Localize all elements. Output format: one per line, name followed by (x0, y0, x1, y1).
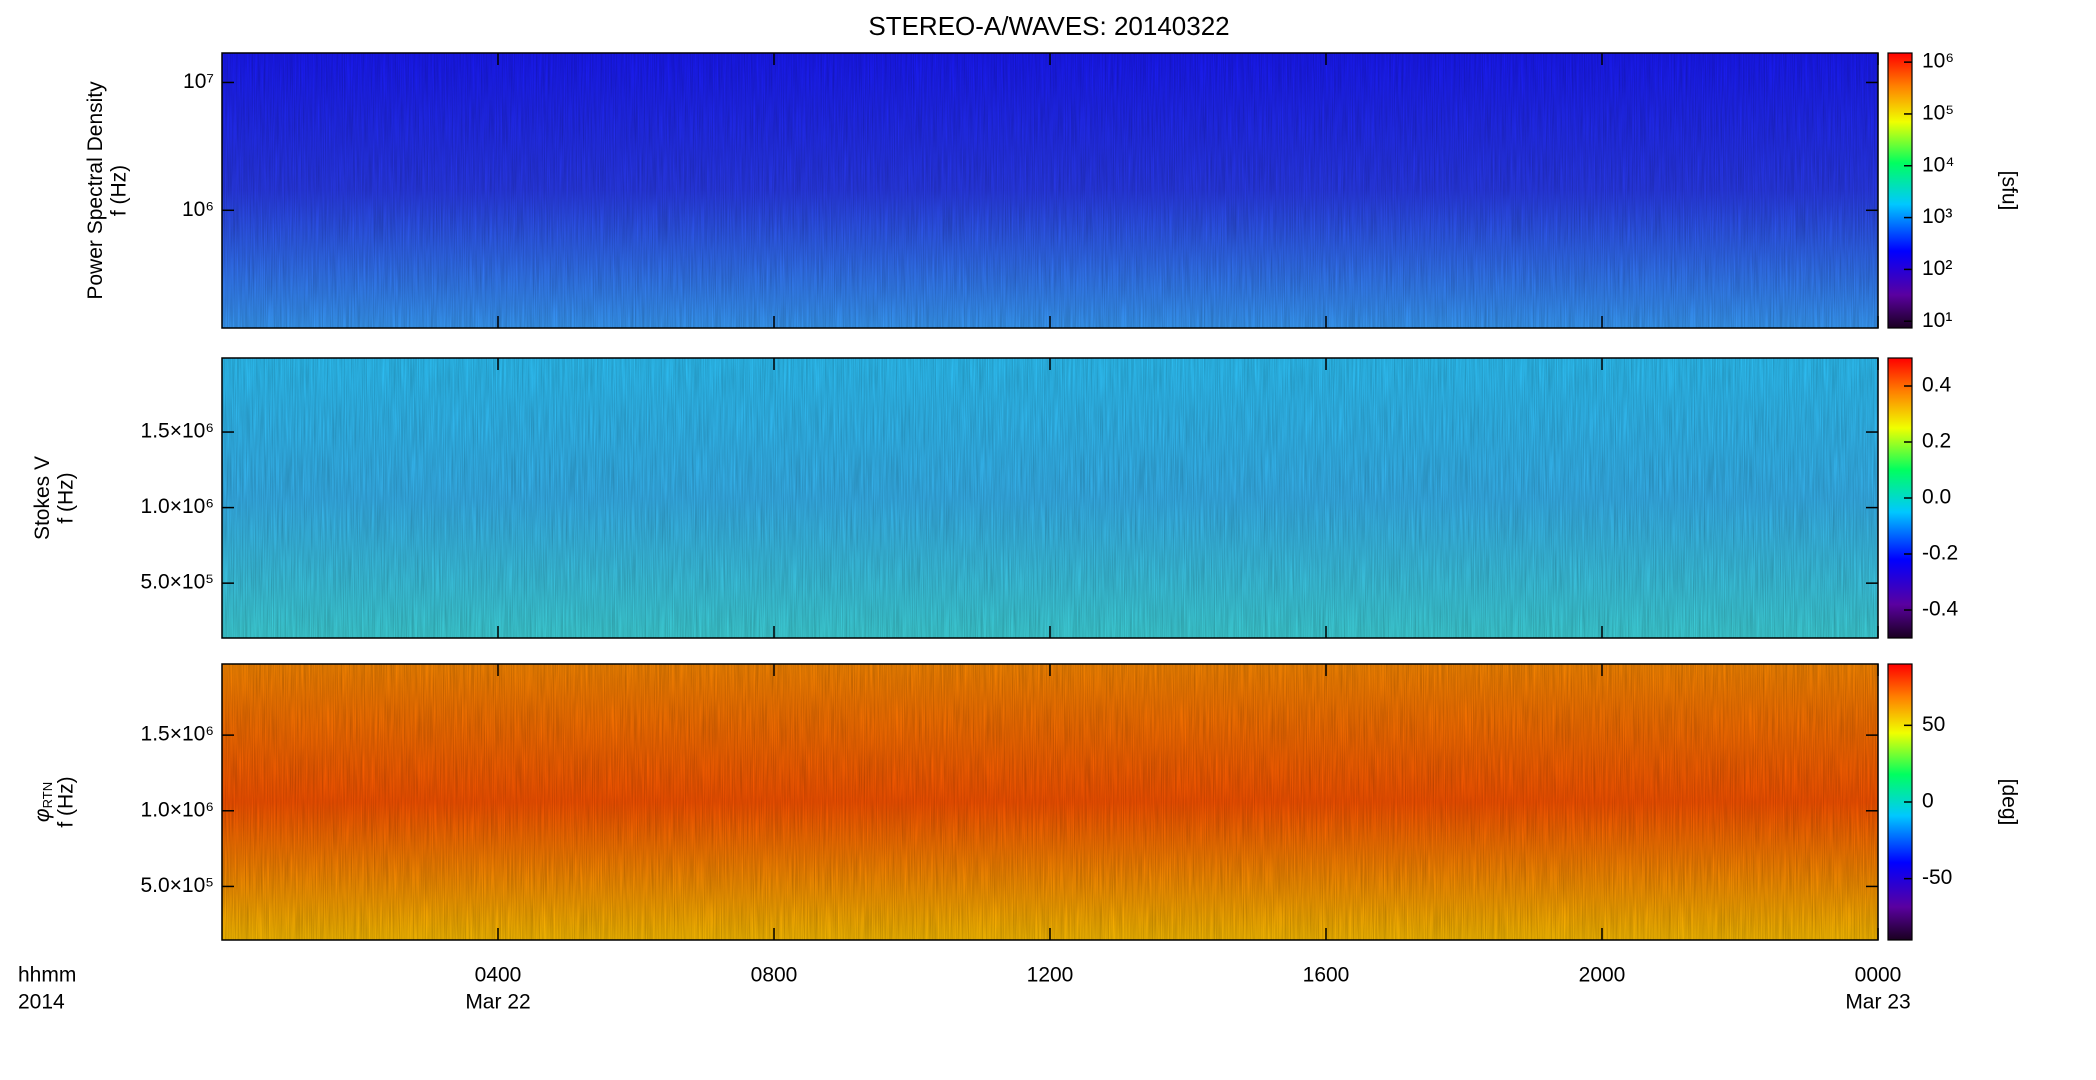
spectrogram-texture (222, 358, 1878, 638)
colorbar-tick-label: 0.2 (1922, 430, 1951, 453)
y-tick-label: 10⁷ (183, 70, 214, 93)
x-tick-label: 1600 (1303, 964, 1350, 987)
x-date-label: Mar 22 (465, 991, 530, 1014)
y-axis-label-text: φ (31, 808, 54, 822)
colorbar-tick-label: 0.0 (1922, 486, 1951, 509)
colorbar-tick-label: 10⁵ (1922, 101, 1954, 124)
colorbar-tick-label: 50 (1922, 713, 1945, 736)
colorbar-tick-label: 10³ (1922, 205, 1952, 228)
y-tick-label: 5.0×10⁵ (140, 571, 214, 594)
x-tick-label: 0800 (751, 964, 798, 987)
colorbar-tick-label: -0.2 (1922, 542, 1958, 565)
colorbar-tick-label: -50 (1922, 866, 1952, 889)
x-tick-label: 2000 (1579, 964, 1626, 987)
spectrogram-texture (222, 53, 1878, 328)
colorbar-label: [deg] (1997, 779, 2020, 826)
colorbar-label: [sfu] (1997, 171, 2020, 211)
y-tick-label: 5.0×10⁵ (140, 874, 214, 897)
colorbar-tick-label: 10⁴ (1922, 153, 1954, 176)
y-axis-label: f (Hz) (55, 472, 78, 523)
y-axis-label: φRTN (31, 782, 56, 822)
y-tick-label: 1.0×10⁶ (141, 798, 214, 821)
colorbar-tick-label: 10² (1922, 257, 1952, 280)
y-axis-label-text: Stokes V (31, 456, 54, 540)
y-tick-label: 1.5×10⁶ (141, 723, 214, 746)
figure-title: STEREO-A/WAVES: 20140322 (868, 11, 1229, 41)
y-axis-label: f (Hz) (55, 776, 78, 827)
y-axis-label: f (Hz) (108, 165, 131, 216)
x-tick-label: 0000 (1855, 964, 1902, 987)
colorbar-tick-label: 10⁶ (1922, 50, 1954, 73)
y-axis-label-text: Power Spectral Density (84, 81, 107, 300)
x-tick-label: 1200 (1027, 964, 1074, 987)
colorbar-tick-label: 10¹ (1922, 309, 1952, 332)
y-axis-label: Power Spectral Density (84, 81, 107, 300)
x-axis-corner-label: hhmm (18, 964, 76, 987)
y-tick-label: 1.0×10⁶ (141, 495, 214, 518)
y-tick-label: 1.5×10⁶ (141, 420, 214, 443)
x-date-label: Mar 23 (1845, 991, 1910, 1014)
x-tick-label: 0400 (475, 964, 522, 987)
colorbar (1887, 52, 1913, 329)
colorbar-tick-label: 0.4 (1922, 374, 1952, 397)
y-axis-label: Stokes V (31, 456, 54, 540)
colorbar-tick-label: 0 (1922, 790, 1934, 813)
colorbar-tick-label: -0.4 (1922, 598, 1959, 621)
y-axis-label-subscript: RTN (40, 782, 55, 808)
y-tick-label: 10⁶ (182, 198, 214, 221)
x-axis-corner-label: 2014 (18, 991, 65, 1014)
spectrogram-texture (222, 664, 1878, 940)
